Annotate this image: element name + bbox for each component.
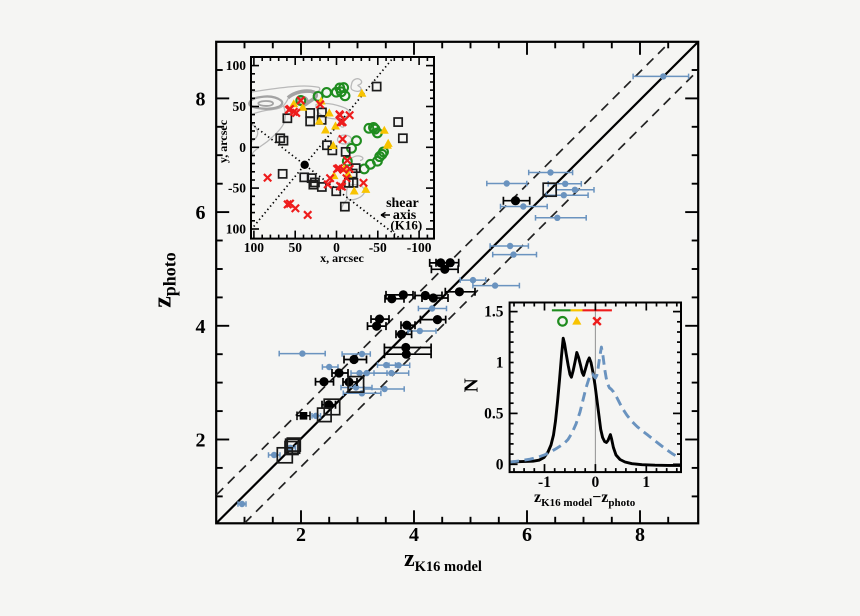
svg-text:zK16 model: zK16 model [404, 546, 482, 575]
svg-text:zphoto: zphoto [148, 252, 180, 308]
svg-text:1.5: 1.5 [484, 304, 504, 321]
svg-text:1: 1 [642, 474, 650, 491]
svg-text:100: 100 [244, 240, 265, 255]
svg-text:0: 0 [239, 140, 246, 155]
svg-text:y, arcsec: y, arcsec [216, 119, 230, 163]
svg-text:2: 2 [196, 430, 206, 452]
svg-text:4: 4 [409, 524, 419, 546]
svg-text:(K16): (K16) [390, 217, 422, 232]
svg-text:8: 8 [196, 88, 206, 110]
svg-text:shear: shear [386, 196, 419, 211]
svg-text:1: 1 [496, 355, 504, 372]
svg-text:x, arcsec: x, arcsec [320, 251, 364, 265]
svg-text:4: 4 [196, 316, 206, 338]
svg-text:N: N [462, 378, 483, 392]
svg-text:-100: -100 [407, 240, 432, 255]
svg-text:100: 100 [226, 221, 247, 236]
svg-text:-1: -1 [538, 474, 551, 491]
svg-text:100: 100 [226, 58, 247, 73]
svg-text:0: 0 [592, 474, 600, 491]
svg-text:-50: -50 [228, 181, 246, 196]
svg-text:50: 50 [288, 240, 302, 255]
svg-text:6: 6 [196, 202, 206, 224]
svg-text:zK16 model−zphoto: zK16 model−zphoto [534, 489, 636, 509]
svg-text:0.5: 0.5 [484, 405, 504, 422]
svg-text:axis: axis [393, 208, 417, 223]
svg-text:6: 6 [522, 524, 532, 546]
svg-text:0: 0 [333, 240, 340, 255]
svg-text:8: 8 [635, 524, 645, 546]
svg-text:50: 50 [233, 99, 247, 114]
svg-text:-50: -50 [369, 240, 387, 255]
svg-text:2: 2 [296, 524, 306, 546]
svg-text:0: 0 [496, 456, 504, 473]
